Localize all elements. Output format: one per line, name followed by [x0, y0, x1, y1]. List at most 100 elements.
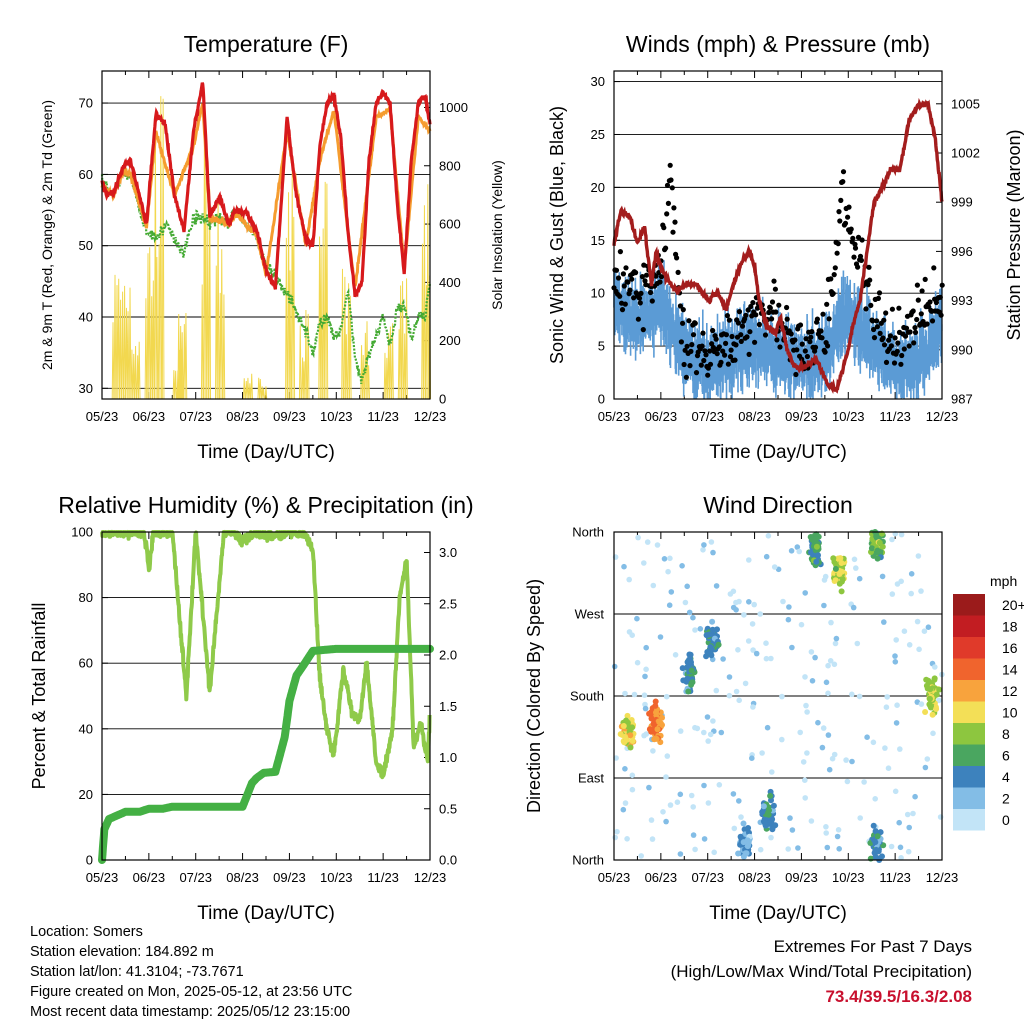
- direction-point: [665, 568, 671, 575]
- direction-point: [736, 697, 742, 704]
- legend-label: 20+: [1002, 597, 1024, 613]
- gust-point: [716, 344, 723, 350]
- gust-point: [771, 278, 777, 284]
- gust-point: [881, 317, 887, 323]
- direction-point: [820, 725, 827, 731]
- y2-tick-label: 2.5: [439, 596, 457, 611]
- y-tick-label: West: [575, 607, 605, 622]
- gust-point: [713, 336, 719, 342]
- gust-point: [623, 265, 629, 271]
- gust-point: [701, 357, 707, 364]
- direction-point: [831, 661, 838, 668]
- y-tick-label: East: [578, 771, 604, 786]
- gust-point: [826, 316, 832, 322]
- gust-point: [902, 333, 909, 339]
- direction-point: [733, 688, 740, 695]
- direction-point: [634, 615, 640, 622]
- x-tick-label: 09/23: [273, 870, 306, 885]
- direction-point: [794, 544, 801, 550]
- gust-point: [881, 342, 888, 348]
- gust-point: [774, 337, 780, 343]
- gust-point: [629, 276, 635, 282]
- direction-point: [738, 814, 744, 820]
- legend-label: 6: [1002, 747, 1010, 763]
- x-tick-label: 05/23: [86, 870, 119, 885]
- y2-tick-label: 0.0: [439, 853, 457, 868]
- direction-point: [629, 786, 636, 793]
- direction-point: [648, 715, 655, 722]
- gust-point: [675, 269, 681, 275]
- gust-point: [700, 330, 706, 336]
- y-axis-title: 2m & 9m T (Red, Orange) & 2m Td (Green): [39, 100, 55, 370]
- gust-point: [738, 332, 744, 338]
- direction-point: [757, 846, 764, 853]
- gust-point: [911, 340, 917, 346]
- direction-point: [813, 558, 820, 565]
- direction-point: [873, 533, 880, 540]
- gust-point: [707, 348, 713, 354]
- direction-point: [745, 825, 752, 831]
- x-tick-label: 10/23: [832, 409, 865, 424]
- direction-point: [786, 604, 792, 610]
- direction-point: [796, 548, 802, 555]
- direction-point: [612, 834, 618, 841]
- direction-point: [657, 634, 664, 640]
- direction-point: [624, 712, 631, 719]
- direction-point: [684, 664, 691, 670]
- direction-point: [764, 724, 771, 731]
- direction-point: [735, 647, 741, 653]
- y2-tick-label: 999: [951, 195, 973, 210]
- direction-point: [870, 822, 877, 829]
- gust-point: [640, 327, 646, 333]
- direction-point: [864, 734, 870, 740]
- direction-point: [889, 591, 896, 597]
- direction-point: [763, 553, 770, 560]
- x-tick-label: 11/23: [879, 409, 911, 424]
- direction-point: [894, 702, 900, 708]
- direction-point: [713, 687, 720, 694]
- gust-point: [620, 271, 627, 277]
- gust-point: [870, 318, 876, 324]
- direction-point: [664, 753, 671, 759]
- figure-created: Figure created on Mon, 2025-05-12, at 23…: [30, 984, 353, 1000]
- direction-point: [626, 629, 633, 635]
- direction-point: [850, 604, 857, 611]
- gust-point: [686, 318, 692, 324]
- legend-swatch: [953, 615, 985, 637]
- direction-point: [621, 563, 627, 570]
- gust-point: [664, 211, 670, 217]
- gust-point: [643, 272, 650, 278]
- temp-9m-series: [100, 103, 432, 287]
- gust-point: [727, 354, 734, 360]
- direction-point: [690, 614, 696, 621]
- direction-point: [803, 702, 809, 709]
- direction-point: [759, 809, 766, 815]
- station-info: Location: Somers Station elevation: 184.…: [30, 922, 352, 1022]
- y-tick-label: 0: [598, 392, 605, 407]
- direction-point: [762, 820, 769, 827]
- gust-point: [613, 267, 620, 273]
- direction-point: [701, 782, 707, 789]
- gust-point: [710, 344, 717, 351]
- legend-label: 12: [1002, 683, 1018, 699]
- direction-point: [908, 571, 915, 577]
- x-tick-label: 08/23: [226, 409, 259, 424]
- direction-point: [829, 755, 836, 762]
- direction-point: [629, 724, 636, 731]
- gust-point: [845, 214, 851, 220]
- gust-point: [621, 283, 627, 289]
- y2-tick-label: 800: [439, 158, 461, 173]
- direction-point: [749, 621, 756, 627]
- gust-point: [857, 253, 864, 259]
- direction-point: [795, 845, 801, 851]
- direction-point: [768, 655, 774, 662]
- direction-point: [622, 766, 628, 772]
- x-tick-label: 08/23: [738, 409, 771, 424]
- gust-point: [822, 349, 828, 355]
- direction-point: [808, 549, 814, 556]
- direction-point: [898, 578, 904, 585]
- extremes-subtitle: (High/Low/Max Wind/Total Precipitation): [670, 962, 972, 981]
- gust-point: [703, 352, 709, 358]
- gust-point: [903, 325, 910, 331]
- gust-point: [633, 270, 639, 276]
